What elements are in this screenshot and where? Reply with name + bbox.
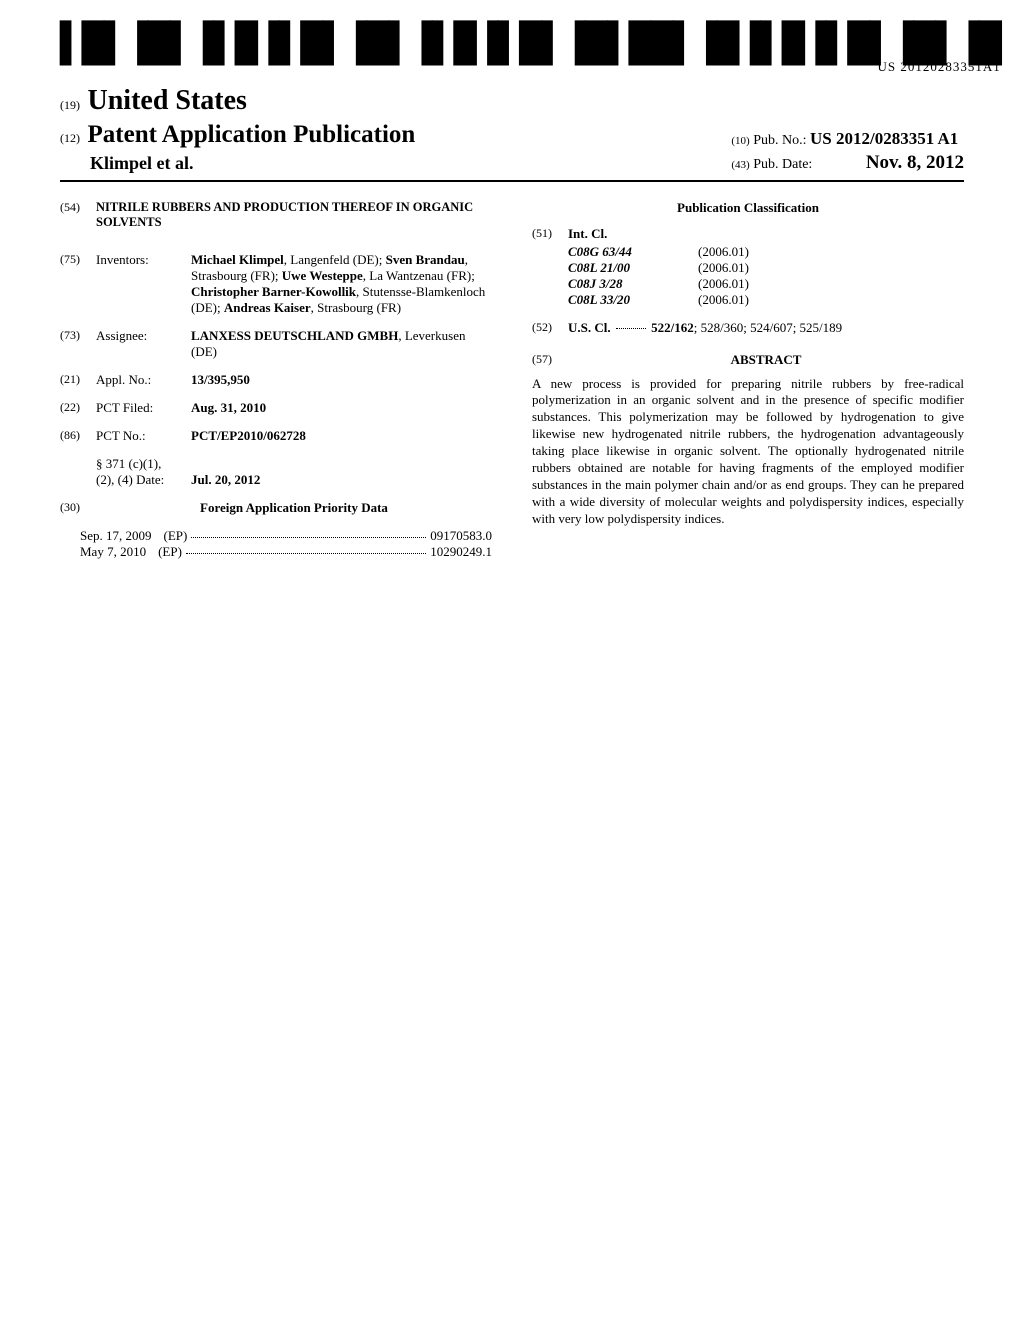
pubclass-title: Publication Classification (532, 200, 964, 216)
inventors-content: Michael Klimpel, Langenfeld (DE); Sven B… (191, 252, 492, 316)
assignee-num: (73) (60, 328, 96, 343)
section371-label: § 371 (c)(1), (96, 456, 492, 472)
barcode-section: ▌█▌▐█▌▐▌█▐▌█▌▐█▌▐▌█▐▌█▌▐█▌██▌▐█▐▌█▐▌█▌▐█… (60, 30, 964, 75)
intcl-year: (2006.01) (698, 276, 798, 292)
pctfiled-num: (22) (60, 400, 96, 415)
priority-row: May 7, 2010 (EP) 10290249.1 (80, 544, 492, 560)
intcl-row: C08L 21/00 (2006.01) (568, 260, 964, 276)
pubno-label: Pub. No.: (753, 133, 806, 148)
country-name: United States (88, 85, 247, 116)
author-line: Klimpel et al. (90, 153, 415, 174)
pubdate-value: Nov. 8, 2012 (866, 152, 964, 173)
abstract-text: A new process is provided for preparing … (532, 376, 964, 528)
priority-date: Sep. 17, 2009 (80, 528, 152, 544)
applno-value: 13/395,950 (191, 372, 492, 388)
intcl-code: C08L 21/00 (568, 260, 698, 276)
pctfiled-label: PCT Filed: (96, 400, 191, 416)
main-divider (60, 180, 964, 182)
assignee-content: LANXESS DEUTSCHLAND GMBH, Leverkusen (DE… (191, 328, 492, 360)
priority-rows: Sep. 17, 2009 (EP) 09170583.0 May 7, 201… (60, 528, 492, 560)
applno-label: Appl. No.: (96, 372, 191, 388)
right-column: Publication Classification (51) Int. Cl.… (532, 200, 964, 560)
pubdate-line: (43) Pub. Date: Nov. 8, 2012 (731, 152, 964, 174)
uscl-label: U.S. Cl. (568, 320, 611, 335)
section371-block: § 371 (c)(1), (2), (4) Date: Jul. 20, 20… (96, 456, 492, 488)
uscl-row: (52) U.S. Cl. 522/162; 528/360; 524/607;… (532, 320, 964, 336)
right-header: (10) Pub. No.: US 2012/0283351 A1 (43) P… (731, 129, 964, 174)
intcl-table: C08G 63/44 (2006.01) C08L 21/00 (2006.01… (568, 244, 964, 308)
pub-type-title: Patent Application Publication (88, 121, 416, 148)
section371-date-row: (2), (4) Date: Jul. 20, 2012 (96, 472, 492, 488)
applno-num: (21) (60, 372, 96, 387)
intcl-year: (2006.01) (698, 260, 798, 276)
pctfiled-row: (22) PCT Filed: Aug. 31, 2010 (60, 400, 492, 416)
header-row: (19) United States (12) Patent Applicati… (60, 85, 964, 174)
uscl-value: 522/162; 528/360; 524/607; 525/189 (651, 320, 842, 335)
dotfill (186, 541, 426, 554)
pubdate-num: (43) (731, 159, 749, 171)
intcl-code: C08G 63/44 (568, 244, 698, 260)
dotfill (191, 525, 426, 538)
intcl-num: (51) (532, 226, 568, 241)
intcl-label: Int. Cl. (568, 226, 607, 242)
uscl-first: 522/162 (651, 320, 694, 335)
intcl-code: C08L 33/20 (568, 292, 698, 308)
pubno-line: (10) Pub. No.: US 2012/0283351 A1 (731, 129, 964, 149)
pctno-label: PCT No.: (96, 428, 191, 444)
left-header: (19) United States (12) Patent Applicati… (60, 85, 415, 174)
country-num: (19) (60, 98, 80, 112)
intcl-code: C08J 3/28 (568, 276, 698, 292)
inventors-label: Inventors: (96, 252, 191, 268)
abstract-title: ABSTRACT (568, 352, 964, 368)
pub-type-num: (12) (60, 131, 80, 145)
patent-title: NITRILE RUBBERS AND PRODUCTION THEREOF I… (96, 200, 492, 230)
priority-title: Foreign Application Priority Data (96, 500, 492, 516)
applno-row: (21) Appl. No.: 13/395,950 (60, 372, 492, 388)
pctno-row: (86) PCT No.: PCT/EP2010/062728 (60, 428, 492, 444)
section371-date-value: Jul. 20, 2012 (191, 472, 260, 488)
section371-date-label: (2), (4) Date: (96, 472, 191, 488)
priority-number: 09170583.0 (430, 528, 492, 544)
dotfill (616, 328, 646, 329)
uscl-content: U.S. Cl. 522/162; 528/360; 524/607; 525/… (568, 320, 842, 336)
pubno-value: US 2012/0283351 A1 (810, 129, 958, 148)
pctno-value: PCT/EP2010/062728 (191, 428, 492, 444)
intcl-row: C08J 3/28 (2006.01) (568, 276, 964, 292)
abstract-num: (57) (532, 352, 568, 367)
inventors-row: (75) Inventors: Michael Klimpel, Langenf… (60, 252, 492, 316)
pctno-num: (86) (60, 428, 96, 443)
assignee-row: (73) Assignee: LANXESS DEUTSCHLAND GMBH,… (60, 328, 492, 360)
barcode: ▌█▌▐█▌▐▌█▐▌█▌▐█▌▐▌█▐▌█▌▐█▌██▌▐█▐▌█▐▌█▌▐█… (60, 30, 1001, 75)
left-column: (54) NITRILE RUBBERS AND PRODUCTION THER… (60, 200, 492, 560)
title-num: (54) (60, 200, 96, 215)
intcl-header-row: (51) Int. Cl. (532, 226, 964, 242)
uscl-rest: ; 528/360; 524/607; 525/189 (694, 320, 842, 335)
intcl-row: C08G 63/44 (2006.01) (568, 244, 964, 260)
priority-country: (EP) (158, 544, 182, 560)
pubdate-label: Pub. Date: (753, 157, 812, 172)
priority-date: May 7, 2010 (80, 544, 146, 560)
pubno-num: (10) (731, 135, 749, 147)
uscl-num: (52) (532, 320, 568, 335)
abstract-header-row: (57) ABSTRACT (532, 352, 964, 376)
assignee-label: Assignee: (96, 328, 191, 344)
priority-header-row: (30) Foreign Application Priority Data (60, 500, 492, 516)
barcode-lines: ▌█▌▐█▌▐▌█▐▌█▌▐█▌▐▌█▐▌█▌▐█▌██▌▐█▐▌█▐▌█▌▐█… (60, 30, 1001, 57)
priority-country: (EP) (164, 528, 188, 544)
intcl-year: (2006.01) (698, 292, 798, 308)
columns: (54) NITRILE RUBBERS AND PRODUCTION THER… (60, 200, 964, 560)
country-line: (19) United States (60, 85, 415, 117)
pub-line: (12) Patent Application Publication (60, 121, 415, 149)
intcl-row: C08L 33/20 (2006.01) (568, 292, 964, 308)
title-row: (54) NITRILE RUBBERS AND PRODUCTION THER… (60, 200, 492, 240)
priority-num: (30) (60, 500, 96, 515)
pctfiled-value: Aug. 31, 2010 (191, 400, 492, 416)
inventors-num: (75) (60, 252, 96, 267)
intcl-year: (2006.01) (698, 244, 798, 260)
priority-number: 10290249.1 (430, 544, 492, 560)
